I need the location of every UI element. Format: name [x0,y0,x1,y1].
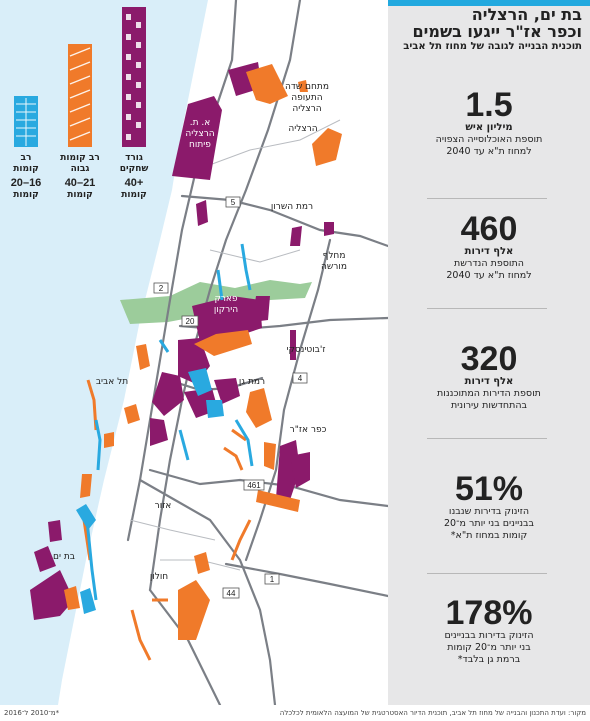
legend-multi-story: רב קומות 16–20 קומות [11,96,42,200]
stat-number: 320 [460,340,518,378]
svg-text:16–20: 16–20 [11,177,42,189]
road-shields: 5 2 20 4 461 1 44 [153,196,308,599]
label-line: מורשה [321,262,347,272]
label-herzliya-pituach: א. ת. הרצליה פיתוח [185,118,214,150]
tower-skyscraper [122,7,146,147]
svg-text:461: 461 [247,481,261,490]
high-rise-zones [64,64,342,640]
label-morasha: מחלף מורשה [321,251,347,272]
stat-ramat-gan-jump: 178% הזינוק בדירות בבניינים בני יותר מ־20… [388,596,590,666]
stat-unit: אלף דירות [464,246,514,257]
svg-text:21–40: 21–40 [65,177,96,189]
stat-description: תוספת האוכלוסייה הצפויה למחוז ת"א עד 2040 [435,134,543,157]
road-shield-5: 5 [225,196,241,208]
road-shield-2: 2 [153,282,169,294]
divider [427,573,547,574]
svg-text:20: 20 [186,317,195,326]
road-shield-20: 20 [181,315,199,327]
divider [427,438,547,439]
label-azor: אזור [155,501,172,511]
label-airfield: מתחם שדה התעופה הרצליה [285,82,329,114]
footer: מקור: ועדת התכנון והבנייה של מחוז תל אבי… [0,706,590,721]
label-holon: חולון [150,572,168,582]
svg-text:גבוה: גבוה [71,164,90,174]
legend: גורד שחקים +40 קומות רב קומות גבוה 21–40… [11,7,149,200]
tower-skyscraper-windows [126,14,141,140]
label-line: התעופה [291,93,323,103]
svg-text:קומות: קומות [13,164,38,174]
label-line: פארק [214,294,237,304]
stat-population: 1.5 מיליון איש תוספת האוכלוסייה הצפויה למ… [388,88,590,158]
stat-number: 1.5 [465,86,513,124]
svg-text:רב: רב [21,153,32,163]
stat-description: הזינוק בדירות בבניינים בני יותר מ־20 קומו… [444,630,534,665]
stat-unit: מיליון איש [465,122,513,133]
tower-high-rise [68,44,92,147]
label-line: הירקון [214,305,238,315]
svg-text:קומות: קומות [13,190,38,200]
label-ramat-gan: רמת גן [239,377,265,387]
label-line: הרצליה [292,104,321,114]
multi-story-corridors [84,243,254,601]
svg-text:רב קומות: רב קומות [60,153,100,163]
stat-description: תוספת הדירות המתוכננות בהתחדשות עירונית [437,388,541,411]
road-shield-461: 461 [243,479,265,491]
label-line: א. ת. [190,118,211,128]
stat-number: 51% [454,470,524,508]
label-park: פארק הירקון [214,294,238,315]
label-line: הרצליה [185,129,214,139]
svg-text:4: 4 [298,374,303,383]
svg-text:קומות: קומות [121,190,146,200]
tower-multi-story-windows [16,98,36,146]
page-title: בת ים, הרצליה וכפר אז"ר ייגעו בשמים [412,5,582,41]
stats-panel: בת ים, הרצליה וכפר אז"ר ייגעו בשמים תוכני… [388,0,590,705]
stat-number: 178% [445,594,533,632]
svg-text:5: 5 [231,198,236,207]
accent-bar [388,0,590,6]
stat-required-apartments: 460 אלף דירות התוספת הנדרשת למחוז ת"א עד … [388,212,590,282]
svg-text:2: 2 [159,284,164,293]
road-shield-4: 4 [292,372,308,384]
road-shield-1: 1 [264,573,280,585]
svg-text:44: 44 [227,589,236,598]
footnote: *מ־2010 ל־2016 [4,709,60,717]
svg-text:+40: +40 [125,177,144,189]
stat-district-jump: 51% הזינוק בדירות שנבנו בבניינים בני יותר… [388,472,590,542]
divider [427,308,547,309]
label-bat-yam: בת ים [53,552,75,562]
svg-text:קומות: קומות [67,190,92,200]
label-tel-aviv: תל אביב [96,377,128,387]
svg-text:1: 1 [270,575,275,584]
svg-text:גורד: גורד [125,153,143,163]
stat-number: 460 [460,210,518,248]
road-shield-44: 44 [222,587,240,599]
tower-high-rise-windows [69,47,91,141]
label-line: פיתוח [189,140,211,150]
stat-description: הזינוק בדירות שנבנו בבניינים בני יותר מ־2… [443,506,535,541]
road-network [126,0,388,705]
source-note: מקור: ועדת התכנון והבנייה של מחוז תל אבי… [279,709,586,717]
divider [427,198,547,199]
legend-high-rise: רב קומות גבוה 21–40 קומות [60,44,100,200]
page-subtitle: תוכנית הבנייה לגובה של מחוז תל אביב [403,41,582,52]
svg-text:שחקים: שחקים [120,164,149,174]
label-jabotinsky: ז'בוטינסקי [287,345,326,355]
stat-description: התוספת הנדרשת למחוז ת"א עד 2040 [446,258,532,281]
map: 5 2 20 4 461 1 44 מתחם שדה התעופה הרצליה ה… [0,0,388,705]
stat-unit: אלף דירות [464,376,514,387]
label-line: מחלף [323,251,346,261]
label-herzliya: הרצליה [288,124,317,134]
label-line: מתחם שדה [285,82,329,92]
stat-urban-renewal: 320 אלף דירות תוספת הדירות המתוכננות בהתח… [388,342,590,412]
place-labels: מתחם שדה התעופה הרצליה הרצליה א. ת. הרצליה פ… [53,82,347,582]
label-ramat-hasharon: רמת השרון [271,202,313,212]
legend-skyscraper: גורד שחקים +40 קומות [120,7,149,200]
label-kfar-azar: כפר אז"ר [290,425,327,435]
